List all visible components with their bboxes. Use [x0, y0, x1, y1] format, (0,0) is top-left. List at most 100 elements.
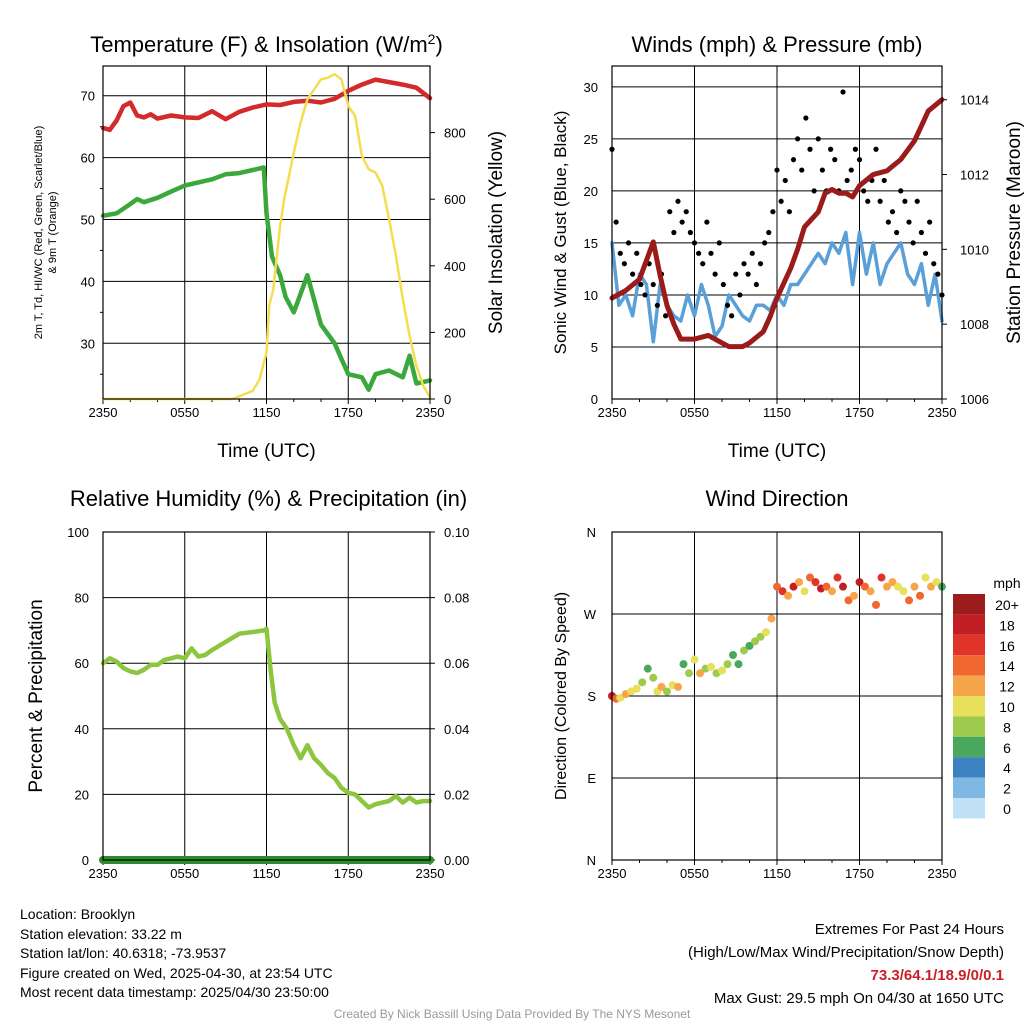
max-gust-text: Max Gust: 29.5 mph On 04/30 at 1650 UTC: [713, 990, 1004, 1007]
x-tick-label: 1150: [763, 866, 791, 881]
y-tick-label: 20: [584, 184, 598, 199]
colorbar-label: 18: [999, 617, 1015, 633]
gust-point: [749, 250, 755, 256]
y-tick-label: 25: [584, 132, 598, 147]
direction-point: [850, 591, 858, 600]
latlon-text: Station lat/lon: 40.6318; -73.9537: [20, 945, 227, 961]
y-tick-label: 60: [75, 656, 89, 671]
gust-point: [902, 198, 908, 204]
gust-point: [832, 157, 838, 163]
direction-point: [745, 641, 754, 650]
gust-point: [852, 146, 858, 152]
y2-tick-label: 0.08: [444, 591, 469, 606]
gust-point: [671, 229, 677, 236]
direction-point: [872, 600, 880, 609]
x-axis-label: Time (UTC): [217, 441, 316, 462]
colorbar-label: 2: [1003, 781, 1011, 797]
gust-point: [906, 219, 912, 225]
gust-point: [654, 302, 660, 308]
gust-point: [774, 167, 780, 173]
gust-point: [638, 281, 644, 288]
extremes-values: 73.3/64.1/18.9/0/0.1: [870, 967, 1004, 984]
gust-point: [877, 198, 883, 204]
extremes-info: Extremes For Past 24 Hours (High/Low/Max…: [688, 918, 1004, 1010]
y2-tick-label: 800: [444, 126, 466, 141]
y-axis-label: Direction (Colored By Speed): [553, 592, 570, 800]
gust-point: [634, 250, 640, 256]
colorbar-label: 4: [1003, 760, 1011, 776]
gust-point: [675, 198, 681, 204]
gust-point: [667, 209, 673, 215]
direction-point: [899, 587, 908, 596]
x-tick-label: 1750: [334, 866, 363, 881]
y-axis-label-line1: 2m T, Td, HI/WC (Red, Green, Scarlet/Blu…: [33, 126, 45, 340]
y-tick-label: 40: [75, 722, 89, 737]
colorbar-label: 12: [999, 679, 1015, 695]
x-tick-label: 2350: [416, 405, 445, 420]
gust-point: [898, 188, 904, 194]
gust-point: [873, 146, 879, 152]
direction-point: [690, 655, 699, 664]
y2-tick-label: 0.04: [444, 722, 469, 737]
colorbar-label: 14: [999, 658, 1015, 674]
colorbar-swatch: [953, 716, 985, 737]
x-tick-label: 0550: [680, 866, 709, 881]
direction-point: [685, 669, 693, 678]
plot-frame: [611, 531, 943, 861]
gust-point: [729, 313, 735, 319]
x-tick-label: 1150: [253, 866, 281, 881]
direction-point: [718, 666, 726, 675]
gust-point: [691, 240, 698, 246]
x-tick-label: 2350: [928, 405, 957, 420]
y2-tick-label: 400: [444, 259, 466, 274]
plot-frame: [102, 531, 431, 861]
humidity-chart: 2350 0550 1150 1750 23500204060801000.000.02…: [26, 486, 469, 881]
created-text: Figure created on Wed, 2025-04-30, at 23…: [20, 964, 333, 981]
gust-point: [733, 271, 739, 277]
gust-point: [696, 250, 702, 256]
credit-text: Created By Nick Bassill Using Data Provi…: [333, 1007, 691, 1021]
gust-point: [910, 240, 916, 246]
y-tick-label: 10: [584, 288, 598, 303]
colorbar-swatch: [953, 634, 985, 656]
wind-chart: 2350 0550 1150 1750 235005101520253010061008…: [551, 32, 1024, 462]
gust-point: [865, 198, 871, 204]
colorbar-swatch: [953, 777, 985, 798]
gust-point: [848, 167, 854, 173]
colorbar-label: 0: [1003, 801, 1011, 817]
gust-point: [778, 198, 784, 204]
direction-point: [894, 582, 902, 591]
direction-point: [649, 673, 658, 682]
y-tick-label: 15: [584, 236, 598, 251]
colorbar-label: 10: [999, 699, 1015, 715]
y-tick-label: 0: [82, 853, 89, 868]
gust-point: [712, 271, 718, 277]
plot-frame: [102, 65, 431, 400]
gust-point: [790, 157, 797, 163]
gust-point: [819, 167, 825, 173]
series-2m-t: [100, 77, 433, 133]
direction-point: [833, 573, 842, 582]
chart-title: Wind Direction: [705, 486, 848, 511]
y-tick-label: E: [587, 771, 596, 786]
x-tick-label: 1750: [845, 405, 874, 420]
gust-point: [683, 209, 689, 215]
colorbar-swatch: [953, 798, 985, 819]
x-tick-label: 1150: [763, 405, 791, 420]
direction-point: [839, 582, 847, 591]
x-tick-label: 1750: [334, 405, 363, 420]
gust-point: [914, 198, 920, 204]
location-text: Location: Brooklyn: [20, 906, 136, 922]
recent-text: Most recent data timestamp: 2025/04/30 2…: [20, 984, 329, 1000]
colorbar-label: 8: [1003, 719, 1011, 735]
gust-point: [931, 261, 937, 267]
gust-point: [700, 261, 706, 267]
colorbar-label: 16: [999, 638, 1015, 654]
x-tick-label: 0550: [170, 866, 199, 881]
x-tick-label: 2350: [928, 866, 957, 881]
y-axis-label: Sonic Wind & Gust (Blue, Black): [551, 111, 570, 355]
temperature-chart: 2350 0550 1150 1750 2350 30 40 50 60 70 0 200 400 600…: [33, 31, 507, 462]
gust-point: [927, 219, 933, 225]
series-relative-humidity: [100, 626, 433, 810]
